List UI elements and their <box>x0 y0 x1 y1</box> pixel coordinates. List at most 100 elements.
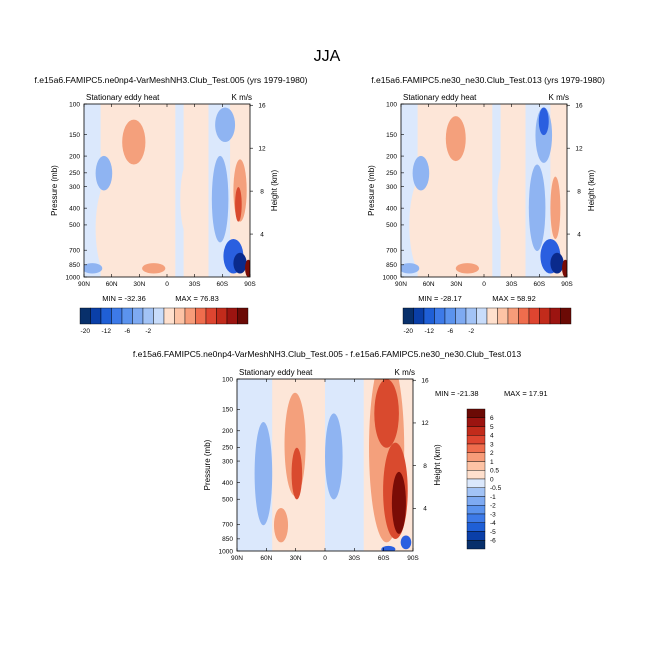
units-label: K m/s <box>232 93 252 102</box>
colorbar-label: 4 <box>490 433 494 440</box>
y-tick-label: 200 <box>386 153 397 160</box>
colorbar-box <box>466 426 486 436</box>
colorbar-label: -1 <box>490 494 496 501</box>
contour-blob <box>455 263 480 274</box>
y-tick-label: 700 <box>386 248 397 255</box>
units-label: K m/s <box>549 93 569 102</box>
colorbar-box <box>560 307 572 325</box>
y2-axis-title: Height (km) <box>587 169 596 211</box>
height-tick-label: 8 <box>260 188 264 195</box>
y-tick-label: 150 <box>69 132 80 139</box>
y-tick-label: 200 <box>69 153 80 160</box>
colorbar-box <box>466 443 486 453</box>
x-tick-label: 0 <box>323 555 327 562</box>
height-tick-label: 8 <box>423 463 427 470</box>
colorbar-label: -20 <box>81 328 91 335</box>
contour-blob <box>401 263 420 274</box>
contour-blob <box>412 155 430 191</box>
x-tick-label: 30S <box>189 281 201 288</box>
x-tick-label: 0 <box>482 281 486 288</box>
panel-model-b: 90N 60N 30N 0 30S 60S 90S 100 150 200 250 300 400 500… <box>367 75 605 335</box>
contour-blob <box>245 259 250 277</box>
colorbar-box <box>237 307 249 325</box>
y-tick-label: 1000 <box>219 548 234 555</box>
colorbar-label: -0.5 <box>490 485 502 492</box>
colorbar-box <box>434 307 446 325</box>
y-tick-label: 100 <box>222 376 233 383</box>
min-label: MIN = -28.17 <box>418 294 462 303</box>
contour-blob <box>374 379 399 448</box>
y-tick-label: 400 <box>69 205 80 212</box>
colorbar-box <box>528 307 540 325</box>
colorbar-label: -4 <box>490 520 496 527</box>
colorbar-box <box>444 307 456 325</box>
height-tick-label: 4 <box>423 506 427 513</box>
colorbar-box <box>466 470 486 480</box>
x-tick-label: 90S <box>244 281 256 288</box>
contour-blob <box>180 164 194 234</box>
x-tick-label: 90N <box>78 281 90 288</box>
colorbar-box <box>466 487 486 497</box>
contour-blob <box>497 164 511 234</box>
x-tick-label: 30N <box>290 555 302 562</box>
x-tick-label: 60N <box>260 555 272 562</box>
contour-blob <box>562 259 567 277</box>
y-tick-label: 300 <box>386 184 397 191</box>
contour-field <box>84 104 250 277</box>
colorbar-box <box>132 307 144 325</box>
contour-blob <box>211 155 229 243</box>
colorbar-box <box>466 505 486 515</box>
colorbar-label: -20 <box>404 328 414 335</box>
colorbar-box <box>413 307 425 325</box>
y-tick-label: 850 <box>386 262 397 269</box>
x-tick-label: 0 <box>165 281 169 288</box>
x-tick-label: 90N <box>395 281 407 288</box>
colorbar-box <box>476 307 488 325</box>
colorbar-label: 1 <box>490 459 494 466</box>
x-tick-label: 60S <box>217 281 229 288</box>
colorbar-box <box>466 478 486 488</box>
colorbar-box <box>142 307 154 325</box>
colorbar-box <box>466 435 486 445</box>
y-axis-title: Pressure (mb) <box>367 165 376 216</box>
colorbar-box <box>455 307 467 325</box>
colorbar-box <box>184 307 196 325</box>
contour-blob <box>215 107 236 143</box>
units-label: K m/s <box>395 368 415 377</box>
colorbar-label: 3 <box>490 441 494 448</box>
x-tick-label: 60S <box>378 555 390 562</box>
colorbar-label: 0.5 <box>490 468 499 475</box>
colorbar-box <box>153 307 165 325</box>
y-tick-label: 850 <box>69 262 80 269</box>
colorbar-box <box>466 540 486 550</box>
colorbar-box <box>100 307 112 325</box>
colorbar-label: -6 <box>447 328 453 335</box>
contour-blob <box>233 252 247 274</box>
panel-title: f.e15a6.FAMIPC5.ne0np4-VarMeshNH3.Club_T… <box>133 349 521 359</box>
y-tick-label: 300 <box>222 458 233 465</box>
x-tick-label: 60N <box>106 281 118 288</box>
colorbar-box <box>402 307 414 325</box>
colorbar-box <box>466 461 486 471</box>
colorbar-label: 0 <box>490 476 494 483</box>
colorbar-box <box>518 307 530 325</box>
y-tick-label: 1000 <box>383 274 398 281</box>
x-tick-label: 60S <box>534 281 546 288</box>
contour-field <box>237 379 413 551</box>
contour-blob <box>95 176 129 277</box>
colorbar-label: 2 <box>490 450 494 457</box>
x-tick-label: 30N <box>133 281 145 288</box>
y-tick-label: 100 <box>69 101 80 108</box>
colorbar-label: -2 <box>468 328 474 335</box>
colorbar-box <box>423 307 435 325</box>
height-tick-label: 4 <box>577 231 581 238</box>
x-tick-label: 90S <box>561 281 573 288</box>
x-tick-label: 30N <box>450 281 462 288</box>
colorbar-box <box>486 307 498 325</box>
x-tick-label: 90S <box>407 555 419 562</box>
colorbar-box <box>465 307 477 325</box>
colorbar-label: -12 <box>425 328 435 335</box>
contour-blob <box>381 545 396 551</box>
colorbar-box <box>539 307 551 325</box>
